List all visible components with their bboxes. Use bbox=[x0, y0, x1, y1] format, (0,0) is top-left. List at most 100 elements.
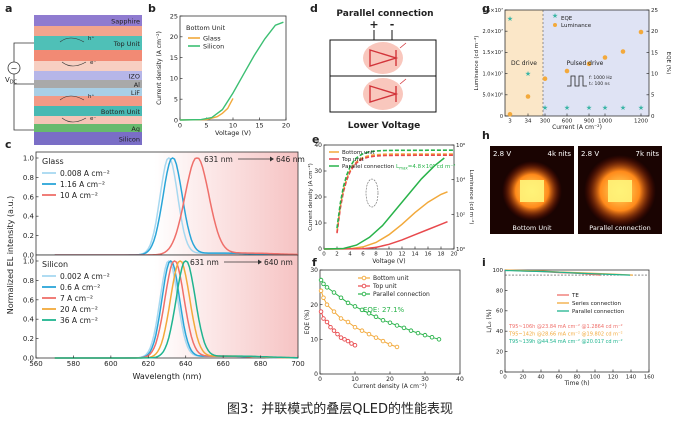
panel-e-y-tick-label: 20 bbox=[314, 194, 322, 201]
panel-i-x-tick-label: 60 bbox=[556, 375, 563, 381]
panel-c-y-tick-label: 0.0 bbox=[23, 252, 34, 260]
carrier-arrow bbox=[61, 117, 87, 123]
panel-g-y2-tick-label: 15 bbox=[651, 50, 658, 56]
panel-g-y2-tick-label: 10 bbox=[651, 72, 658, 78]
panel-i-x-tick-label: 100 bbox=[590, 375, 601, 381]
panel-f-point bbox=[352, 342, 358, 348]
panel-e-x-tick-label: 18 bbox=[438, 252, 445, 258]
panel-i-t95-label: T95~142h @28.66 mA cm⁻² @19.802 cd m⁻² bbox=[508, 332, 623, 338]
panel-c-y-tick-label: 0.4 bbox=[23, 213, 35, 221]
panel-f-point bbox=[318, 277, 324, 283]
panel-f-x-tick-label: 0 bbox=[318, 376, 322, 383]
photo-voltage-right: 2.8 V bbox=[581, 150, 599, 158]
panel-f-point bbox=[380, 338, 386, 344]
panel-f-point bbox=[338, 295, 344, 300]
panel-d-glow bbox=[363, 42, 403, 74]
panel-e-y-tick-label: 30 bbox=[314, 168, 322, 175]
panel-c-peak-label: 631 nm bbox=[190, 258, 219, 267]
panel-g: 3 34 300 600 900 1000 120005.0×10⁶1.0×10⁷1.5×1… bbox=[473, 8, 671, 131]
panel-e-y2-tick-label: 10⁴ bbox=[456, 177, 466, 184]
panel-i-y-tick-label: 20 bbox=[496, 350, 503, 356]
panel-c-legend-label: 10 A cm⁻² bbox=[60, 191, 98, 200]
panel-c-x-tick-label: 620 bbox=[142, 360, 155, 368]
panel-b-legend-label: Silicon bbox=[203, 43, 224, 51]
panel-c-x-tick-label: 640 bbox=[179, 360, 192, 368]
photo-nits-left: 4k nits bbox=[547, 150, 571, 158]
panel-c-y-tick-label: 0.2 bbox=[23, 335, 34, 343]
panel-f-xlabel: Current density (A cm⁻²) bbox=[353, 383, 427, 390]
panel-f-point bbox=[366, 331, 372, 337]
panel-e-ylabel: Current density (A cm⁻²) bbox=[307, 163, 314, 231]
panel-g-eqe-star: ★ bbox=[564, 104, 570, 112]
panel-g-eqe-star: ★ bbox=[586, 104, 592, 112]
panel-c-x-tick-label: 560 bbox=[29, 360, 42, 368]
panel-f-point bbox=[321, 281, 326, 287]
panel-d-minus: - bbox=[390, 18, 395, 31]
panel-b-x-tick-label: 5 bbox=[204, 122, 208, 130]
panel-e-x-tick-label: 2 bbox=[335, 252, 339, 258]
photo-pixel-left bbox=[520, 180, 544, 202]
panel-c-x-tick-label: 580 bbox=[67, 360, 80, 368]
panel-i-y-tick-label: 0 bbox=[500, 370, 504, 376]
panel-e-annotation-value: =4.8×10⁵ cd m⁻² bbox=[408, 163, 456, 170]
panel-e-legend-label: Bottom unit bbox=[342, 150, 375, 156]
panel-i-axes bbox=[504, 269, 650, 373]
panel-e-x-tick-label: 0 bbox=[322, 252, 326, 258]
panel-f-x-tick-label: 40 bbox=[456, 376, 464, 383]
carrier-arrow bbox=[59, 95, 85, 101]
panel-e-current-line bbox=[323, 221, 448, 250]
panel-g-eqe-star: ★ bbox=[602, 104, 608, 112]
panel-f-legend-marker bbox=[361, 291, 367, 297]
panel-f-point bbox=[345, 300, 351, 306]
voltage-source-label: VDC bbox=[5, 76, 18, 86]
panel-f-point bbox=[429, 335, 435, 340]
panel-e-annotation-sub: max bbox=[399, 166, 408, 171]
panel-f-ylabel: EQE (%) bbox=[304, 310, 311, 335]
panel-g-y-tick-label: 1.5×10⁷ bbox=[482, 50, 503, 56]
panel-b-x-tick-label: 0 bbox=[178, 122, 182, 130]
panel-g-y2-tick-label: 5 bbox=[651, 93, 655, 99]
device-layer-label: Ag bbox=[131, 125, 140, 133]
panel-e-ylabel-right: Luminance (cd m⁻²) bbox=[468, 170, 475, 225]
panel-c-x-tick-label: 680 bbox=[254, 360, 267, 368]
panel-g-y-tick-label: 2.5×10⁷ bbox=[482, 8, 503, 14]
panel-g-eqe-star: ★ bbox=[638, 104, 644, 112]
panel-f-y-tick-label: 20 bbox=[310, 302, 318, 309]
panel-e-y2-tick-label: 10⁰ bbox=[456, 246, 466, 253]
panel-g-pulsed-label: Pulsed drive bbox=[567, 60, 604, 67]
panel-c-legend-label: 20 A cm⁻² bbox=[60, 305, 98, 314]
device-layer bbox=[34, 50, 142, 61]
panel-i-y-tick-label: 80 bbox=[496, 288, 503, 294]
panel-g-luminance-point bbox=[602, 55, 608, 60]
panel-i-t95-label: T95~139h @44.54 mA cm⁻² @20.017 cd m⁻² bbox=[508, 339, 623, 345]
panel-c-shift-arrowhead bbox=[258, 259, 262, 265]
panel-g-legend-label: Luminance bbox=[561, 23, 592, 29]
panel-i-y-tick-label: 40 bbox=[496, 329, 503, 335]
device-layer bbox=[34, 61, 142, 71]
panel-c-y-tick-label: 0.4 bbox=[23, 316, 35, 324]
panel-b: 0 5 10 15 20 0 5 10 15 20 25 Voltage (V) Current den… bbox=[156, 12, 290, 137]
panel-f-x-tick-label: 20 bbox=[386, 376, 394, 383]
panel-i-x-tick-label: 80 bbox=[574, 375, 581, 381]
panel-g-luminance-point bbox=[638, 29, 644, 35]
panel-e-luminance-line bbox=[336, 149, 454, 229]
device-layer bbox=[34, 106, 142, 116]
panel-g-eqe-star: ★ bbox=[542, 104, 548, 112]
panel-b-y-tick-label: 0 bbox=[174, 116, 178, 124]
panel-f-legend-marker bbox=[361, 283, 367, 289]
panel-b-legend-label: Glass bbox=[203, 35, 221, 43]
panel-f-y-tick-label: 30 bbox=[310, 267, 318, 274]
panel-d: Parallel connection+ - Lower Voltage bbox=[329, 9, 437, 131]
panel-g-x-tick-label: 1200 bbox=[634, 119, 648, 125]
panel-g-x-tick-label: 1000 bbox=[598, 119, 612, 125]
photo-caption-left: Bottom Unit bbox=[512, 224, 552, 232]
panel-g-luminance-point bbox=[620, 49, 626, 54]
panel-g-pulse-width: tᵢ: 100 ns bbox=[589, 81, 610, 87]
panel-f-legend-label: Bottom unit bbox=[373, 275, 409, 282]
carrier-label: h⁺ bbox=[88, 93, 94, 100]
panel-b-y-tick-label: 15 bbox=[170, 54, 178, 62]
panel-f-point bbox=[318, 288, 324, 294]
